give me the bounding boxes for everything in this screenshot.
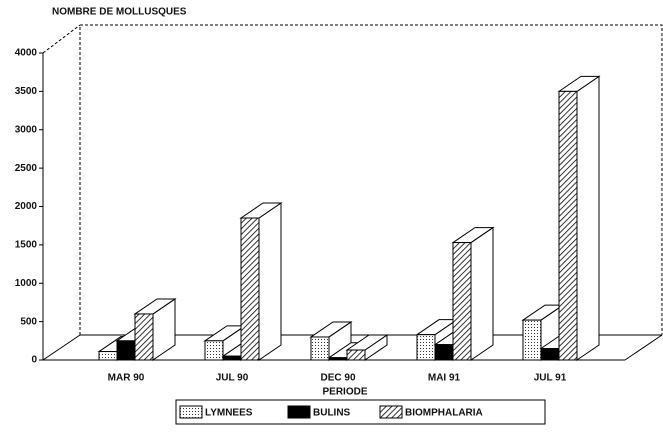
- x-axis-title: PERIODE: [322, 387, 367, 398]
- bar: [203, 324, 247, 361]
- x-tick-label: JUL 91: [534, 373, 567, 384]
- x-tick-label: MAR 90: [108, 373, 145, 384]
- wall-edge: [42, 24, 81, 54]
- legend-label: BIOMPHALARIA: [405, 408, 483, 419]
- back-wall: [79, 24, 663, 335]
- y-tick-label: 2000: [15, 201, 38, 212]
- y-axis-title: NOMBRE DE MOLLUSQUES: [52, 7, 187, 18]
- floor-right: [624, 334, 663, 361]
- y-tick-label: 1500: [15, 240, 38, 251]
- x-tick-label: MAI 91: [428, 373, 461, 384]
- legend-label: BULINS: [313, 408, 351, 419]
- y-tick-label: 3000: [15, 124, 38, 135]
- bar: [133, 298, 177, 361]
- y-tick-label: 2500: [15, 163, 38, 174]
- legend-swatch: [287, 405, 311, 419]
- y-tick-label: 1000: [15, 278, 38, 289]
- y-tick-label: 4000: [15, 48, 38, 59]
- bar: [239, 202, 283, 361]
- legend-swatch: [179, 405, 203, 419]
- bar: [451, 226, 495, 361]
- legend-box: [175, 399, 546, 425]
- x-tick-label: JUL 90: [216, 373, 249, 384]
- legend-label: LYMNEES: [205, 408, 253, 419]
- y-tick-label: 0: [31, 355, 37, 366]
- bar: [345, 334, 389, 361]
- y-tick-label: 3500: [15, 86, 38, 97]
- x-tick-label: DEC 90: [320, 373, 355, 384]
- bar: [557, 75, 601, 361]
- legend-swatch: [379, 405, 403, 419]
- y-tick-label: 500: [20, 316, 37, 327]
- bar: [521, 304, 565, 361]
- floor-left: [42, 334, 81, 361]
